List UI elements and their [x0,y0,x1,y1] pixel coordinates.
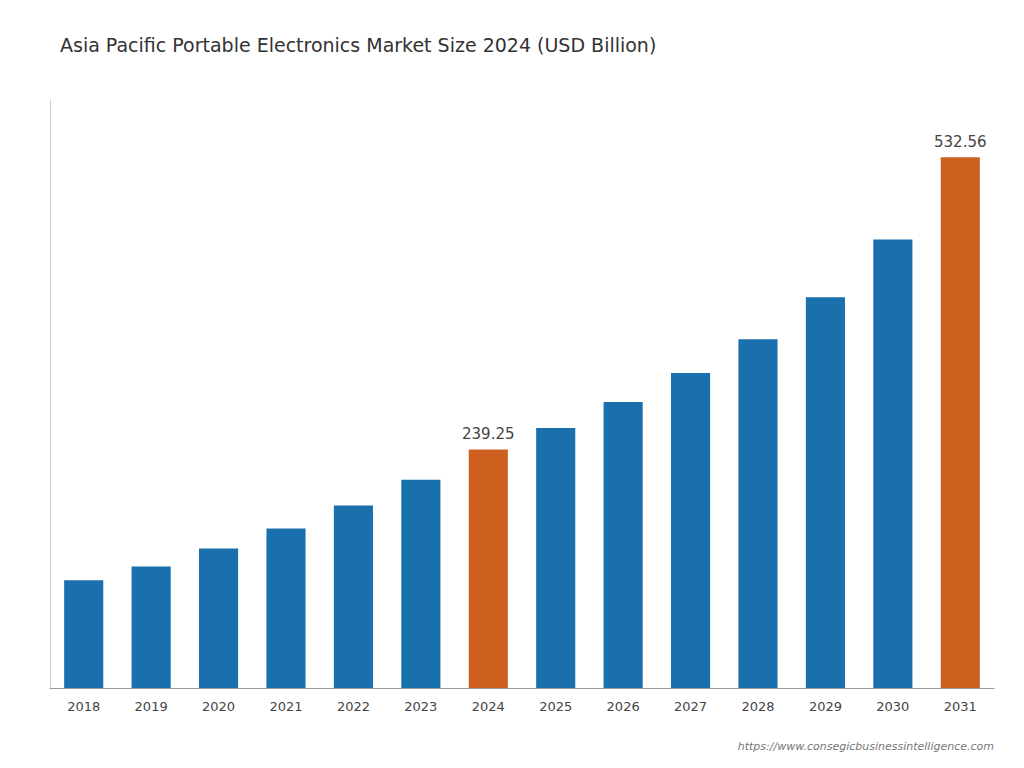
svg-text:532.56: 532.56 [934,133,987,151]
svg-text:2026: 2026 [607,699,640,714]
svg-text:2018: 2018 [67,699,100,714]
svg-text:2025: 2025 [539,699,572,714]
svg-text:2027: 2027 [674,699,707,714]
svg-text:2019: 2019 [135,699,168,714]
svg-text:2020: 2020 [202,699,235,714]
svg-text:2031: 2031 [944,699,977,714]
svg-text:Asia Pacific Portable Electron: Asia Pacific Portable Electronics Market… [60,34,656,56]
svg-text:2029: 2029 [809,699,842,714]
svg-text:239.25: 239.25 [462,425,515,443]
svg-text:https://www.consegicbusinessin: https://www.consegicbusinessintelligence… [738,740,994,753]
svg-text:2030: 2030 [876,699,909,714]
svg-text:2028: 2028 [741,699,774,714]
svg-text:2024: 2024 [472,699,505,714]
svg-text:2021: 2021 [269,699,302,714]
svg-text:2022: 2022 [337,699,370,714]
svg-text:2023: 2023 [404,699,437,714]
